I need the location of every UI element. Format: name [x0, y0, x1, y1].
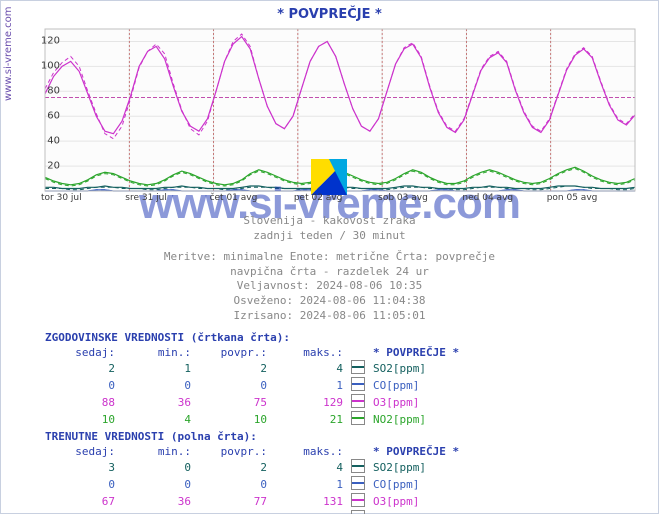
x-tick-label: pon 05 avg: [547, 193, 598, 203]
legend-swatch: [351, 459, 365, 473]
meta-line2: zadnji teden / 30 minut: [1, 229, 658, 244]
legend-swatch: [351, 377, 365, 391]
data-tables: ZGODOVINSKE VREDNOSTI (črtkana črta): se…: [45, 331, 465, 514]
meta-line7: Izrisano: 2024-08-06 11:05:01: [1, 309, 658, 324]
legend-label: O3[ppm]: [367, 394, 465, 411]
legend-label: O3[ppm]: [367, 493, 465, 510]
y-tick-label: 40: [30, 136, 60, 147]
hist-table: sedaj: min.: povpr.: maks.: * POVPREČJE …: [45, 344, 465, 428]
table-row: 1131024NO2[ppm]: [45, 510, 465, 514]
cur-col-headers: sedaj: min.: povpr.: maks.: * POVPREČJE …: [45, 443, 465, 459]
meta-line4: navpična črta - razdelek 24 ur: [1, 265, 658, 280]
x-tick-label: pet 02 avg: [294, 193, 343, 203]
table-row: 2124SO2[ppm]: [45, 360, 465, 377]
legend-swatch: [351, 510, 365, 514]
legend-label: SO2[ppm]: [367, 459, 465, 476]
table-row: 1041021NO2[ppm]: [45, 411, 465, 428]
hist-col-headers: sedaj: min.: povpr.: maks.: * POVPREČJE …: [45, 344, 465, 360]
meta-line6: Osveženo: 2024-08-06 11:04:38: [1, 294, 658, 309]
y-tick-label: 120: [30, 36, 60, 47]
hist-header: ZGODOVINSKE VREDNOSTI (črtkana črta):: [45, 331, 465, 344]
table-row: 673677131O3[ppm]: [45, 493, 465, 510]
y-tick-label: 60: [30, 111, 60, 122]
y-tick-label: 100: [30, 61, 60, 72]
legend-label: CO[ppm]: [367, 476, 465, 493]
table-row: 0001CO[ppm]: [45, 377, 465, 394]
legend-swatch: [351, 360, 365, 374]
chart-title: * POVPREČJE *: [1, 7, 658, 22]
legend-swatch: [351, 493, 365, 507]
legend-swatch: [351, 476, 365, 490]
x-tick-label: sob 03 avg: [378, 193, 428, 203]
table-row: 0001CO[ppm]: [45, 476, 465, 493]
x-tick-label: ned 04 avg: [462, 193, 513, 203]
table-row: 3024SO2[ppm]: [45, 459, 465, 476]
meta-line1: Slovenija - kakovost zraka: [1, 214, 658, 229]
x-tick-label: tor 30 jul: [41, 193, 82, 203]
legend-label: NO2[ppm]: [367, 510, 465, 514]
y-tick-label: 80: [30, 86, 60, 97]
flag-icon: [311, 159, 347, 195]
legend-label: SO2[ppm]: [367, 360, 465, 377]
legend-label: NO2[ppm]: [367, 411, 465, 428]
x-tick-label: sre 31 jul: [125, 193, 167, 203]
legend-label: CO[ppm]: [367, 377, 465, 394]
legend-swatch: [351, 411, 365, 425]
y-tick-label: 20: [30, 161, 60, 172]
legend-swatch: [351, 394, 365, 408]
chart-container: { "source_label": "www.si-vreme.com", "s…: [0, 0, 659, 514]
x-tick-label: čet 01 avg: [210, 193, 258, 203]
meta-line5: Veljavnost: 2024-08-06 10:35: [1, 279, 658, 294]
cur-table: sedaj: min.: povpr.: maks.: * POVPREČJE …: [45, 443, 465, 514]
table-row: 883675129O3[ppm]: [45, 394, 465, 411]
cur-header: TRENUTNE VREDNOSTI (polna črta):: [45, 430, 465, 443]
meta-line3: Meritve: minimalne Enote: metrične Črta:…: [1, 250, 658, 265]
meta-block: Slovenija - kakovost zraka zadnji teden …: [1, 214, 658, 324]
